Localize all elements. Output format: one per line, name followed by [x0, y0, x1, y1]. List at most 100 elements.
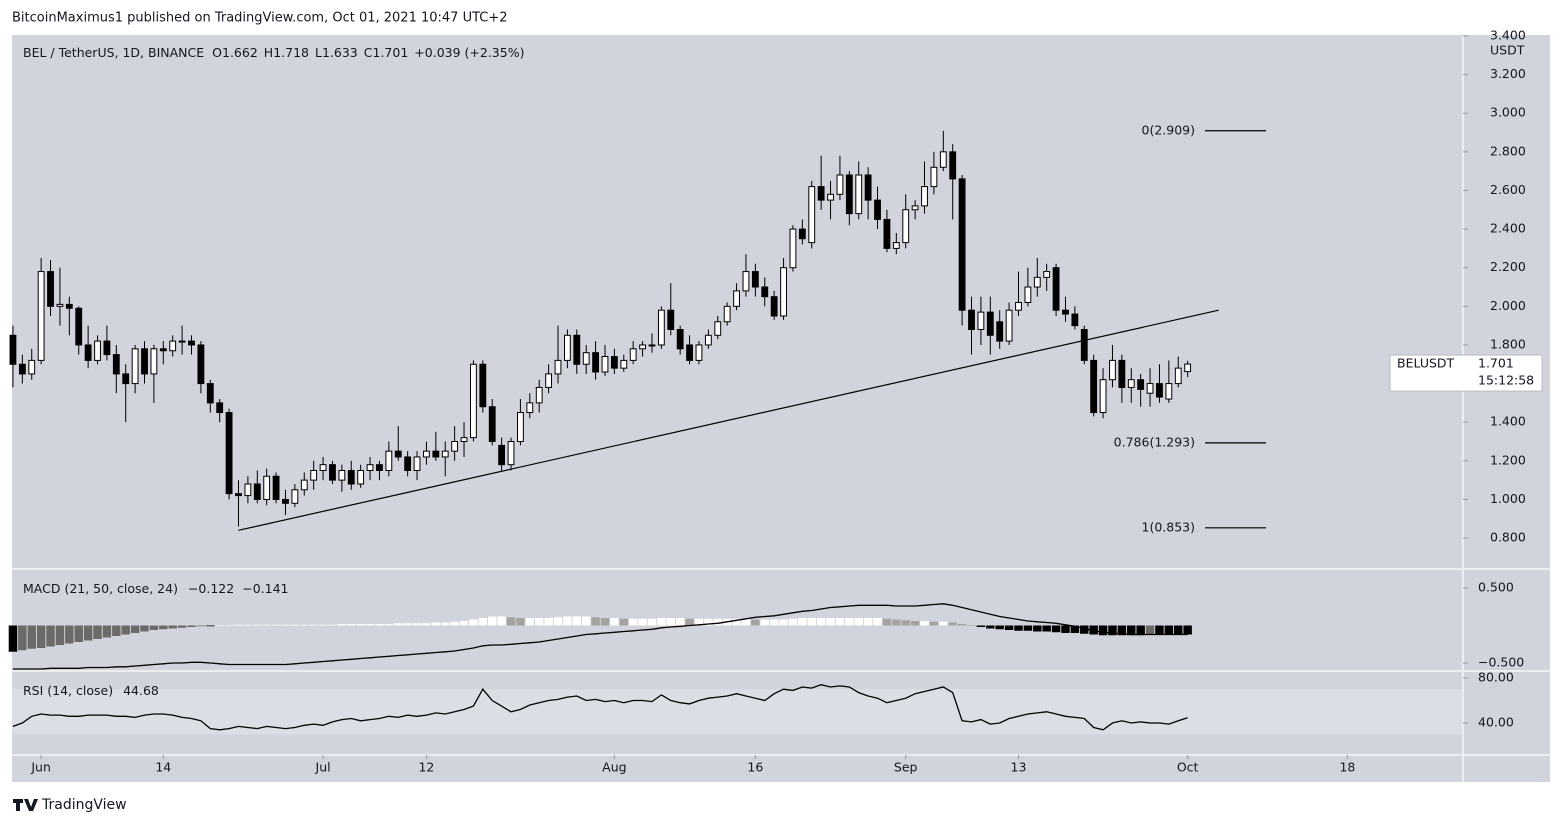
candle-body: [545, 373, 553, 388]
macd-line: [12, 603, 1188, 670]
candle-body: [225, 412, 233, 495]
candle-body: [1062, 309, 1069, 315]
y-tick-label: 2.600: [1490, 182, 1526, 197]
macd-reading: −0.122: [188, 581, 234, 596]
candle-body: [470, 363, 477, 439]
macd-bar: [704, 618, 713, 626]
macd-bar: [506, 617, 516, 626]
candle-body: [75, 307, 83, 346]
macd-bar: [1089, 625, 1098, 635]
candle-body: [629, 348, 637, 361]
candle-body: [65, 303, 73, 309]
macd-bar: [1108, 625, 1117, 636]
macd-bar: [365, 624, 375, 626]
macd-bar: [610, 618, 619, 626]
macd-bar: [666, 618, 676, 626]
macd-bar: [892, 619, 901, 626]
candle-body: [263, 475, 271, 500]
macd-bar: [1061, 625, 1070, 633]
macd-bar: [74, 625, 83, 642]
macd-bar: [873, 618, 882, 626]
x-tick-label: Aug: [602, 760, 626, 775]
macd-bar: [262, 624, 271, 626]
macd-bar: [1051, 625, 1061, 633]
macd-bar: [234, 624, 243, 626]
x-tick-label: Jun: [30, 760, 51, 775]
candle-body: [1071, 313, 1079, 327]
brand: TradingView: [41, 797, 127, 813]
candle-body: [291, 489, 299, 504]
candle-body: [986, 311, 994, 336]
macd-bar: [1033, 625, 1042, 632]
macd-bar: [657, 618, 666, 626]
macd-bar: [779, 619, 788, 626]
macd-bar: [563, 616, 572, 626]
rsi-band: [12, 689, 1463, 735]
macd-bar: [1098, 625, 1108, 636]
macd-bar: [845, 618, 854, 626]
macd-bar: [986, 625, 995, 629]
candle-body: [150, 348, 158, 375]
macd-bar: [553, 617, 563, 626]
candle-body: [1024, 286, 1032, 303]
candle-body: [639, 344, 646, 350]
attribution: BitcoinMaximus1 published on TradingView…: [12, 11, 508, 26]
y-tick-label: 3.400: [1490, 27, 1526, 42]
macd-bar: [8, 625, 18, 652]
candle-body: [648, 344, 656, 347]
macd-bar: [281, 624, 290, 626]
macd-bar: [140, 625, 149, 632]
y-tick-label: 1.200: [1490, 452, 1526, 467]
macd-bar: [525, 618, 535, 626]
candle-body: [592, 352, 600, 373]
candle-body: [1165, 383, 1173, 400]
last-price-symbol: BELUSDT: [1397, 356, 1455, 371]
candle-body: [498, 444, 506, 466]
candle-body: [695, 344, 703, 361]
macd-bar: [732, 618, 741, 626]
y-tick-label: 0.800: [1490, 530, 1526, 545]
macd-bar: [384, 624, 394, 626]
y-tick-label: 2.400: [1490, 221, 1526, 236]
macd-bar: [807, 618, 816, 626]
macd-bar: [1014, 625, 1023, 631]
x-tick-label: Jul: [315, 760, 331, 775]
candle-body: [968, 309, 975, 331]
candle-body: [836, 174, 844, 195]
candle-body: [742, 271, 750, 292]
candle-body: [376, 464, 383, 471]
rsi-line: [12, 684, 1188, 731]
candle-body: [996, 321, 1004, 342]
candle-body: [423, 450, 430, 458]
candle-body: [1184, 363, 1192, 373]
macd-bar: [901, 620, 910, 626]
candle-body: [347, 469, 355, 485]
candle-body: [517, 412, 524, 443]
candle-body: [855, 174, 863, 215]
candle-body: [1109, 359, 1116, 381]
y-tick-label: 3.200: [1490, 66, 1526, 81]
macd-bar: [253, 624, 262, 626]
x-tick-label: 12: [418, 760, 434, 775]
macd-bar: [1155, 625, 1164, 635]
candle-body: [94, 340, 101, 361]
candle-body: [535, 386, 543, 404]
candle-body: [282, 498, 289, 504]
candle-body: [601, 356, 609, 373]
macd-tick-label: −0.500: [1478, 655, 1524, 670]
macd-bar: [544, 618, 553, 626]
candle-body: [1174, 367, 1182, 385]
rsi-tick-label: 80.00: [1478, 669, 1514, 684]
y-tick-label: 3.000: [1490, 105, 1526, 120]
last-price-countdown: 15:12:58: [1478, 373, 1534, 388]
macd-bar: [628, 618, 638, 626]
macd-bar: [431, 622, 441, 626]
candle-body: [37, 271, 45, 361]
macd-bar: [168, 625, 177, 629]
candle-body: [235, 493, 242, 497]
macd-bar: [177, 625, 187, 628]
trendline: [238, 309, 1219, 531]
macd-bar: [675, 618, 685, 626]
macd-bar: [939, 621, 948, 626]
